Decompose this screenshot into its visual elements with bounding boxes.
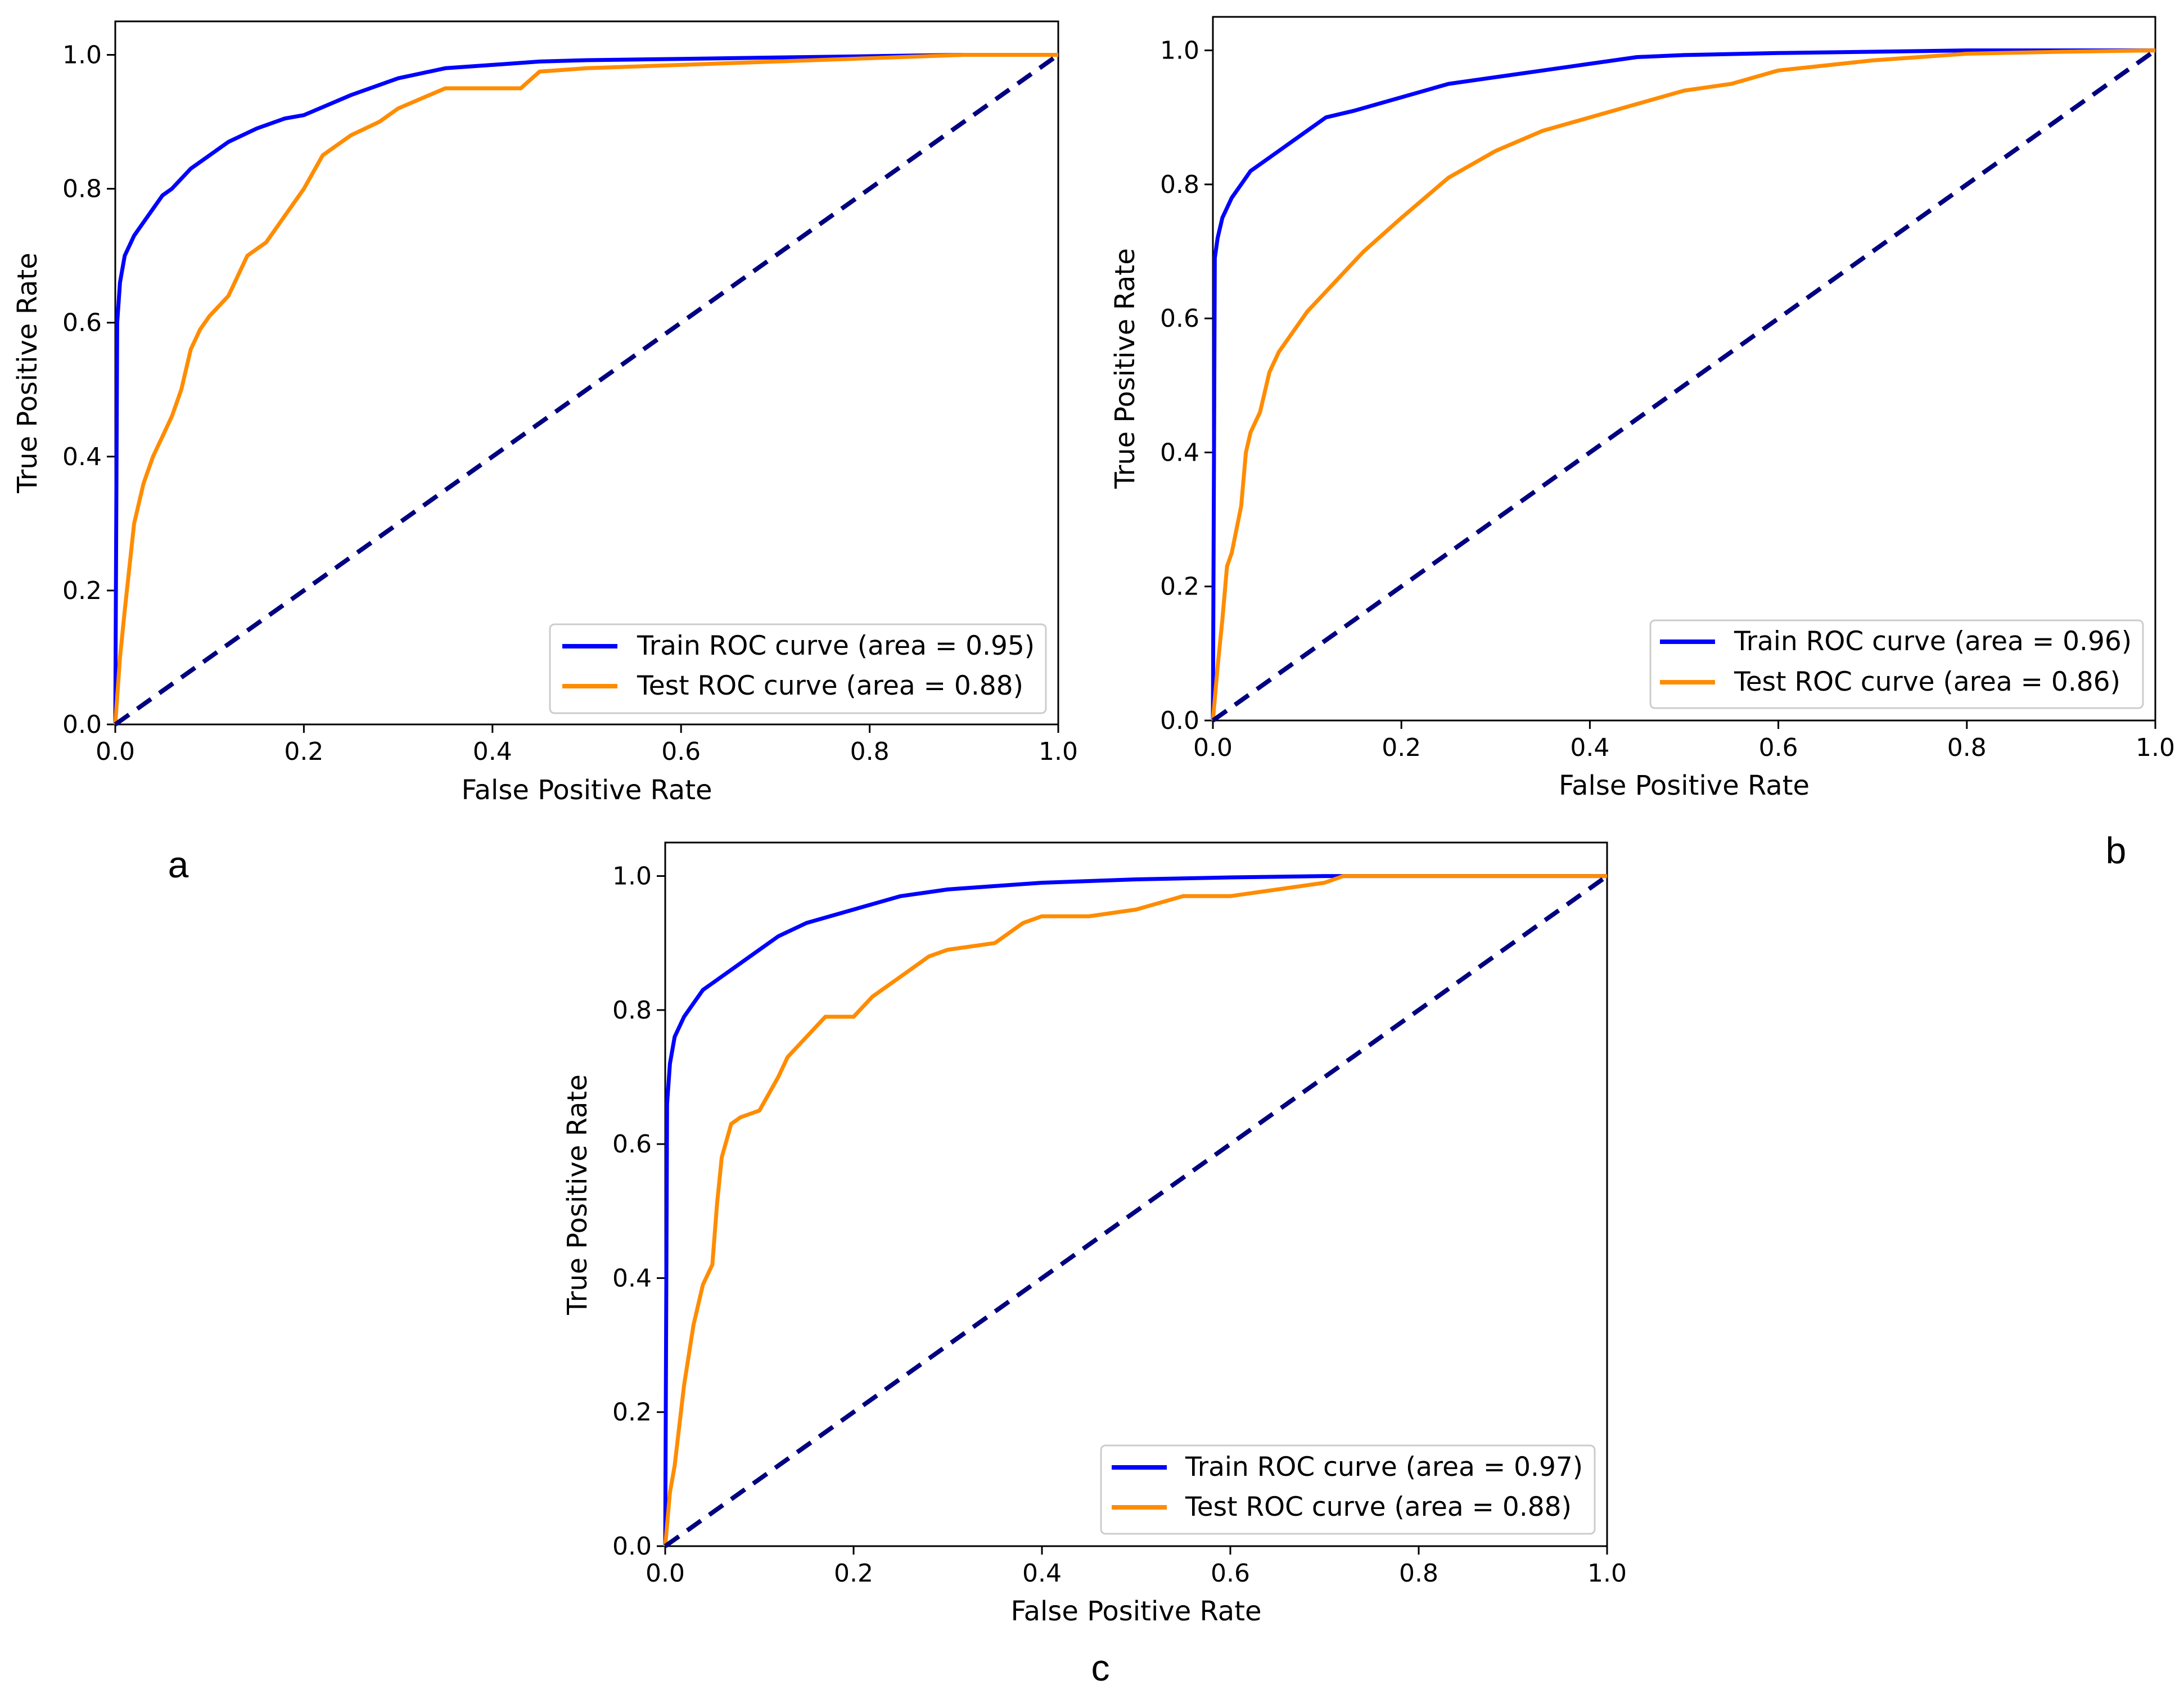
series-line-train-roc-curve <box>663 874 1607 1547</box>
plot-frame <box>1212 16 2156 722</box>
x-tick-label: 0.8 <box>850 737 890 766</box>
panel-c: 0.0 0.2 0.4 0.6 0.8 1.0 0.0 0.2 0.4 0.6 0.8 1.0 Fal… <box>562 841 1627 1688</box>
y-tick-label: 0.0 <box>1160 706 1199 735</box>
legend: Train ROC curve (area = 0.95) Test ROC c… <box>549 623 1047 714</box>
series-line-train-roc-curve <box>113 53 1058 725</box>
curves <box>1211 48 2157 723</box>
x-tick-label: 0.4 <box>1570 733 1609 762</box>
legend: Train ROC curve (area = 0.96) Test ROC c… <box>1649 619 2144 709</box>
panel-letter-b: b <box>2106 830 2127 871</box>
panel-letter-c: c <box>1091 1647 1110 1688</box>
y-axis-label: True Positive Rate <box>12 253 43 494</box>
legend-box <box>549 623 1047 714</box>
legend-test-label: Test ROC curve (area = 0.86) <box>1734 666 2120 697</box>
x-tick-label: 0.2 <box>284 737 323 766</box>
y-tick-label: 0.6 <box>62 309 102 337</box>
x-tick-label: 0.0 <box>1193 733 1233 762</box>
legend-train-label: Train ROC curve (area = 0.95) <box>637 630 1035 661</box>
legend-test-label: Test ROC curve (area = 0.88) <box>637 670 1023 701</box>
legend-train-label: Train ROC curve (area = 0.97) <box>1185 1452 1583 1483</box>
y-tick-label: 0.4 <box>62 443 102 471</box>
x-axis-label: False Positive Rate <box>461 774 712 806</box>
legend-box <box>1649 619 2144 709</box>
series-line-test-roc-curve <box>1211 48 2156 721</box>
x-tick-label: 0.4 <box>473 737 512 766</box>
x-tick-label: 0.8 <box>1947 733 1987 762</box>
y-tick-label: 0.0 <box>62 710 102 739</box>
chance-diagonal-line <box>664 874 1609 1548</box>
y-tick-label: 0.0 <box>612 1532 652 1561</box>
curves <box>113 53 1060 727</box>
chance-diagonal-line <box>1211 48 2157 723</box>
chance-diagonal-line <box>114 53 1060 727</box>
x-tick-label: 0.2 <box>834 1559 873 1588</box>
x-tick-label: 1.0 <box>1039 737 1078 766</box>
x-tick-label: 0.0 <box>646 1559 685 1588</box>
y-axis-label: True Positive Rate <box>1109 248 1141 489</box>
x-tick-label: 0.6 <box>661 737 701 766</box>
x-tick-label: 0.2 <box>1382 733 1421 762</box>
legend-test-label: Test ROC curve (area = 0.88) <box>1185 1492 1572 1523</box>
y-tick-label: 0.4 <box>612 1264 652 1292</box>
y-tick-label: 0.6 <box>612 1130 652 1159</box>
y-tick-label: 0.8 <box>612 996 652 1025</box>
panel-a: 0.0 0.2 0.4 0.6 0.8 1.0 0.0 0.2 0.4 0.6 0.8 1.0 Fal… <box>12 20 1078 885</box>
series-line-test-roc-curve <box>113 53 1058 725</box>
ticks: 0.0 0.2 0.4 0.6 0.8 1.0 0.0 0.2 0.4 0.6 0.8 1.0 <box>62 41 1078 766</box>
legend-train-label: Train ROC curve (area = 0.96) <box>1734 626 2132 657</box>
x-axis-label: False Positive Rate <box>1010 1596 1261 1627</box>
panel-letter-a: a <box>168 844 189 885</box>
series-line-train-roc-curve <box>1211 48 2155 721</box>
panel-b: 0.0 0.2 0.4 0.6 0.8 1.0 0.0 0.2 0.4 0.6 0.8 1.0 Fal… <box>1109 16 2175 871</box>
curves <box>663 874 1609 1548</box>
y-tick-label: 1.0 <box>1160 37 1199 65</box>
y-tick-label: 0.4 <box>1160 438 1199 467</box>
legend: Train ROC curve (area = 0.97) Test ROC c… <box>1100 1444 1596 1535</box>
y-tick-label: 0.6 <box>1160 304 1199 333</box>
y-tick-label: 1.0 <box>612 862 652 891</box>
y-tick-label: 0.8 <box>1160 170 1199 199</box>
ticks: 0.0 0.2 0.4 0.6 0.8 1.0 0.0 0.2 0.4 0.6 0.8 1.0 <box>612 862 1627 1588</box>
y-axis-label: True Positive Rate <box>562 1074 593 1316</box>
y-tick-label: 0.2 <box>612 1398 652 1427</box>
x-tick-label: 0.6 <box>1211 1559 1250 1588</box>
plot-frame <box>664 841 1608 1547</box>
y-tick-label: 1.0 <box>62 41 102 70</box>
x-tick-label: 0.6 <box>1759 733 1798 762</box>
series-line-test-roc-curve <box>663 874 1607 1547</box>
x-tick-label: 0.8 <box>1399 1559 1438 1588</box>
x-tick-label: 0.0 <box>96 737 135 766</box>
x-tick-label: 0.4 <box>1022 1559 1062 1588</box>
y-tick-label: 0.2 <box>62 576 102 605</box>
x-tick-label: 1.0 <box>1587 1559 1627 1588</box>
x-tick-label: 1.0 <box>2136 733 2175 762</box>
ticks: 0.0 0.2 0.4 0.6 0.8 1.0 0.0 0.2 0.4 0.6 0.8 1.0 <box>1160 37 2175 762</box>
y-tick-label: 0.8 <box>62 175 102 204</box>
legend-box <box>1100 1444 1596 1535</box>
x-axis-label: False Positive Rate <box>1559 770 1810 801</box>
y-tick-label: 0.2 <box>1160 573 1199 601</box>
